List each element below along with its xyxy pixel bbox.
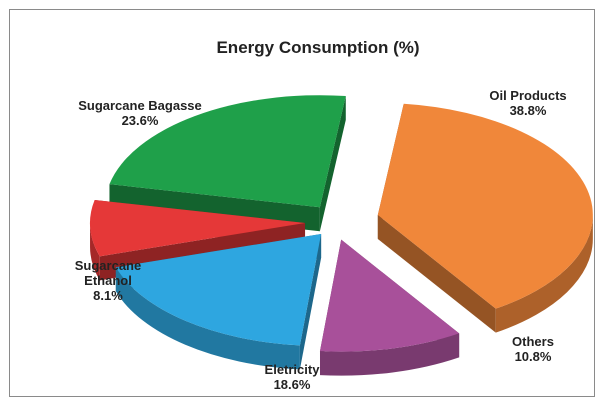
slice-name: Others	[512, 334, 554, 349]
pie-slice-top	[90, 199, 306, 257]
slice-label: Oil Products 38.8%	[489, 88, 566, 118]
slice-name: Oil Products	[489, 88, 566, 103]
pie-slice-rim	[319, 333, 460, 376]
slice-label: Eletricity 18.6%	[265, 362, 321, 392]
slice-name: Ethanol	[84, 273, 132, 288]
slice-value: 38.8%	[510, 103, 547, 118]
slice-name: Eletricity	[265, 362, 321, 377]
pie-slice-side	[377, 214, 496, 333]
pie-slice-rim	[115, 267, 300, 370]
slice-name: Sugarcane Bagasse	[78, 98, 202, 113]
pie-slice-rim	[90, 222, 100, 281]
pie-slice-top	[109, 95, 346, 208]
slice-value: 18.6%	[274, 377, 311, 392]
pie-slice-top	[377, 103, 593, 309]
slices-layer	[90, 95, 593, 376]
slice-label: Others 10.8%	[512, 334, 554, 364]
slice-value: 8.1%	[93, 288, 123, 303]
pie-slice-rim	[495, 214, 593, 333]
pie-slice-side	[319, 96, 346, 232]
pie-slice-side	[299, 233, 322, 370]
chart-title: Energy Consumption (%)	[216, 38, 419, 57]
pie-slice-top	[115, 233, 322, 346]
pie-slice	[377, 103, 593, 333]
slice-value: 10.8%	[515, 349, 552, 364]
slice-label: Sugarcane Bagasse 23.6%	[78, 98, 202, 128]
slice-label: Sugarcane Ethanol 8.1%	[75, 258, 141, 303]
pie-slice	[319, 239, 460, 376]
pie-slice-top	[319, 239, 460, 352]
pie-slice	[115, 233, 322, 370]
labels-layer: Oil Products 38.8% Others 10.8% Eletricity 18…	[75, 88, 567, 392]
slice-name: Sugarcane	[75, 258, 141, 273]
slice-value: 23.6%	[122, 113, 159, 128]
